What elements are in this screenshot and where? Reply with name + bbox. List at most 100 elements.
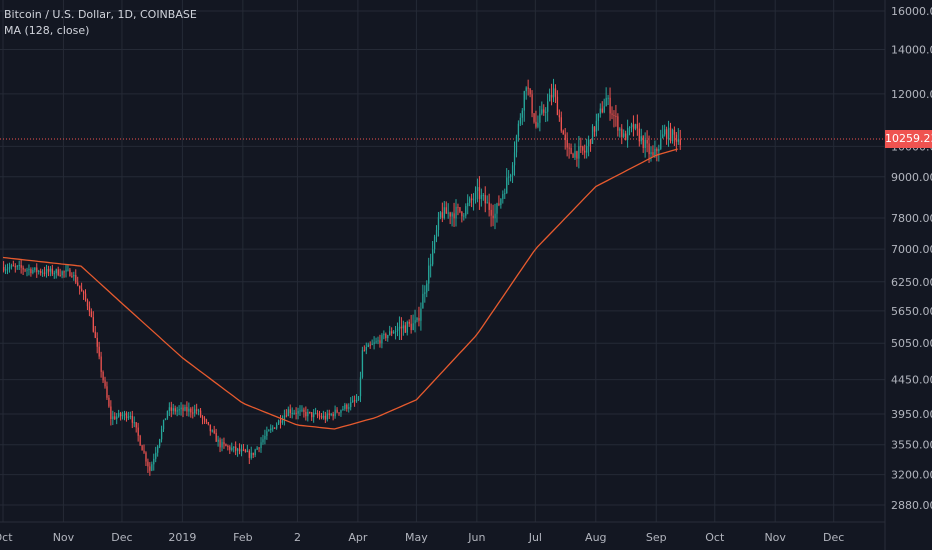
candle-body: [352, 400, 354, 403]
candle-body: [326, 413, 328, 420]
candle-body: [295, 412, 297, 414]
candle-body: [406, 321, 408, 333]
candle-body: [527, 87, 529, 89]
candle-body: [400, 326, 403, 329]
time-axis[interactable]: Oct Nov Dec 2019 Feb 2 Apr May Jun Jul Aug Sep Oct No…: [0, 531, 844, 544]
candle-body: [488, 202, 490, 210]
candle-body: [120, 412, 122, 417]
candle-body: [398, 326, 401, 329]
candle-body: [359, 377, 362, 397]
candle-body: [315, 413, 317, 415]
candle-body: [116, 416, 118, 420]
price-tick-label: 7800.00: [891, 212, 932, 225]
candle-body: [244, 449, 247, 452]
candle-body: [36, 267, 38, 272]
candle-body: [588, 139, 590, 147]
candle-body: [623, 133, 625, 137]
price-tick-label: 2880.00: [891, 499, 932, 512]
candle-body: [318, 415, 321, 417]
price-tick-label: 4450.00: [891, 374, 932, 387]
candle-body: [207, 421, 210, 425]
candle-body: [14, 266, 16, 268]
candle-body: [455, 206, 457, 219]
candle-body: [305, 411, 307, 417]
candle-body: [677, 139, 679, 142]
candle-body: [377, 340, 379, 342]
candle-body: [139, 435, 141, 446]
candle-body: [151, 464, 153, 471]
candle-body: [192, 412, 194, 414]
candle-body: [519, 117, 522, 124]
candle-body: [18, 265, 20, 267]
candle-body: [357, 396, 360, 401]
candle-body: [297, 411, 299, 414]
candle-body: [621, 128, 623, 137]
candle-body: [549, 94, 551, 102]
time-tick-label: Jun: [467, 531, 485, 544]
candle-body: [424, 292, 426, 294]
candle-body: [20, 265, 22, 268]
indicator-label[interactable]: MA (128, close): [4, 24, 90, 37]
candle-body: [628, 126, 631, 129]
candle-body: [552, 88, 555, 98]
candle-body: [252, 452, 254, 455]
candle-body: [348, 407, 350, 409]
candle-body: [180, 407, 182, 410]
candle-body: [133, 422, 135, 424]
candle-body: [496, 203, 498, 214]
candle-body: [12, 265, 15, 267]
candle-body: [664, 129, 666, 135]
candle-body: [217, 439, 219, 442]
candle-body: [451, 213, 453, 217]
candle-body: [246, 450, 249, 452]
candle-body: [330, 413, 332, 415]
candle-body: [408, 321, 410, 324]
candle-body: [346, 404, 348, 409]
candle-body: [198, 410, 200, 412]
candle-body: [558, 115, 561, 118]
price-axis[interactable]: 16000.0014000.0012000.0010000.009000.007…: [891, 5, 932, 512]
candle-body: [447, 212, 449, 214]
candle-body: [51, 268, 54, 274]
candle-body: [129, 415, 132, 417]
candle-body: [287, 409, 289, 417]
candle-body: [433, 236, 436, 250]
candle-body: [168, 407, 171, 411]
candle-body: [640, 136, 642, 142]
candle-body: [254, 449, 256, 455]
candle-body: [231, 447, 233, 450]
candle-body: [669, 127, 672, 141]
candle-body: [75, 274, 77, 283]
candle-body: [153, 458, 155, 465]
candle-body: [595, 120, 598, 132]
candle-body: [562, 130, 564, 135]
candle-body: [235, 446, 237, 451]
time-tick-label: Oct: [0, 531, 13, 544]
candle-body: [611, 113, 613, 115]
candle-body: [560, 117, 562, 131]
candle-body: [338, 412, 340, 414]
candle-body: [537, 122, 539, 127]
candle-body: [238, 448, 241, 452]
candle-body: [110, 406, 112, 420]
candle-body: [205, 419, 208, 422]
candle-body: [531, 94, 533, 114]
candle-body: [613, 114, 615, 116]
candle-body: [92, 317, 94, 332]
candle-body: [426, 283, 428, 293]
candle-body: [106, 386, 108, 398]
candle-body: [619, 128, 621, 131]
candle-body: [316, 413, 319, 416]
candle-body: [143, 450, 145, 453]
candle-body: [443, 207, 445, 219]
candle-body: [258, 447, 260, 449]
symbol-title[interactable]: Bitcoin / U.S. Dollar, 1D, COINBASE: [4, 8, 197, 21]
candle-body: [568, 147, 570, 149]
candle-body: [383, 334, 385, 336]
time-tick-label: Jul: [528, 531, 542, 544]
candle-body: [445, 207, 447, 214]
candle-body: [412, 323, 414, 331]
candle-body: [227, 446, 229, 448]
